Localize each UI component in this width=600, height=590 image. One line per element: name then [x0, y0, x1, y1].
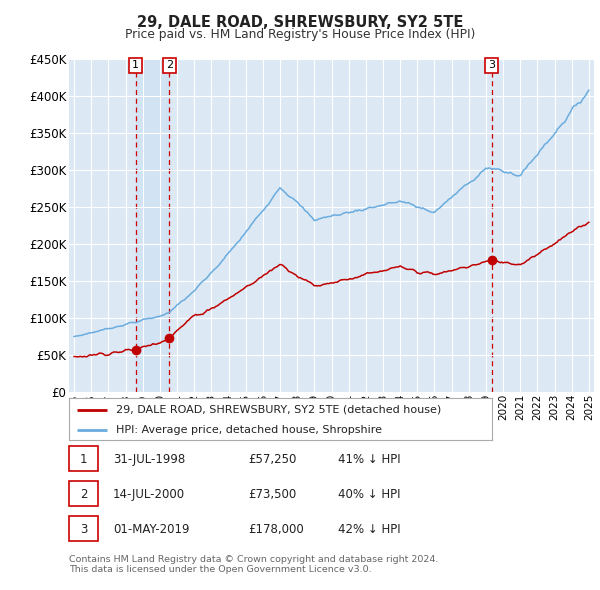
Bar	[136, 59, 169, 392]
Text: Price paid vs. HM Land Registry's House Price Index (HPI): Price paid vs. HM Land Registry's House …	[125, 28, 475, 41]
Text: 42% ↓ HPI: 42% ↓ HPI	[338, 523, 400, 536]
Text: £57,250: £57,250	[248, 453, 296, 466]
Text: 2: 2	[166, 61, 173, 70]
Text: 29, DALE ROAD, SHREWSBURY, SY2 5TE (detached house): 29, DALE ROAD, SHREWSBURY, SY2 5TE (deta…	[116, 405, 441, 415]
Text: 14-JUL-2000: 14-JUL-2000	[113, 488, 185, 501]
Text: £178,000: £178,000	[248, 523, 304, 536]
Text: 1: 1	[80, 453, 87, 466]
Text: £73,500: £73,500	[248, 488, 296, 501]
Text: 2: 2	[80, 488, 87, 501]
Text: 3: 3	[80, 523, 87, 536]
Text: 01-MAY-2019: 01-MAY-2019	[113, 523, 190, 536]
Text: 29, DALE ROAD, SHREWSBURY, SY2 5TE: 29, DALE ROAD, SHREWSBURY, SY2 5TE	[137, 15, 463, 30]
Text: 3: 3	[488, 61, 495, 70]
Text: 40% ↓ HPI: 40% ↓ HPI	[338, 488, 400, 501]
Text: 31-JUL-1998: 31-JUL-1998	[113, 453, 185, 466]
Text: 1: 1	[132, 61, 139, 70]
Text: 41% ↓ HPI: 41% ↓ HPI	[338, 453, 400, 466]
Text: HPI: Average price, detached house, Shropshire: HPI: Average price, detached house, Shro…	[116, 425, 382, 435]
Text: Contains HM Land Registry data © Crown copyright and database right 2024.
This d: Contains HM Land Registry data © Crown c…	[69, 555, 439, 574]
